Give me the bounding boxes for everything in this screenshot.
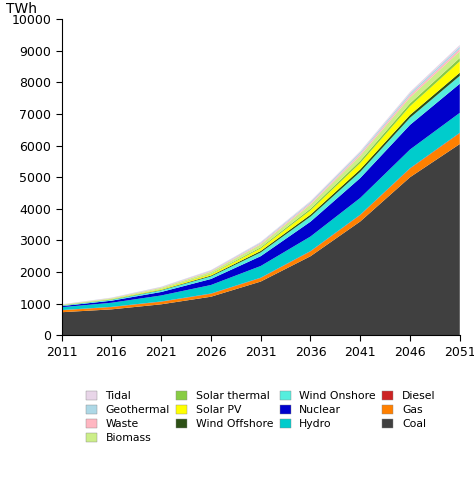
- Text: TWh: TWh: [6, 2, 37, 16]
- Legend: Tidal, Geothermal, Waste, Biomass, Solar thermal, Solar PV, Wind Offshore, Wind : Tidal, Geothermal, Waste, Biomass, Solar…: [86, 391, 436, 443]
